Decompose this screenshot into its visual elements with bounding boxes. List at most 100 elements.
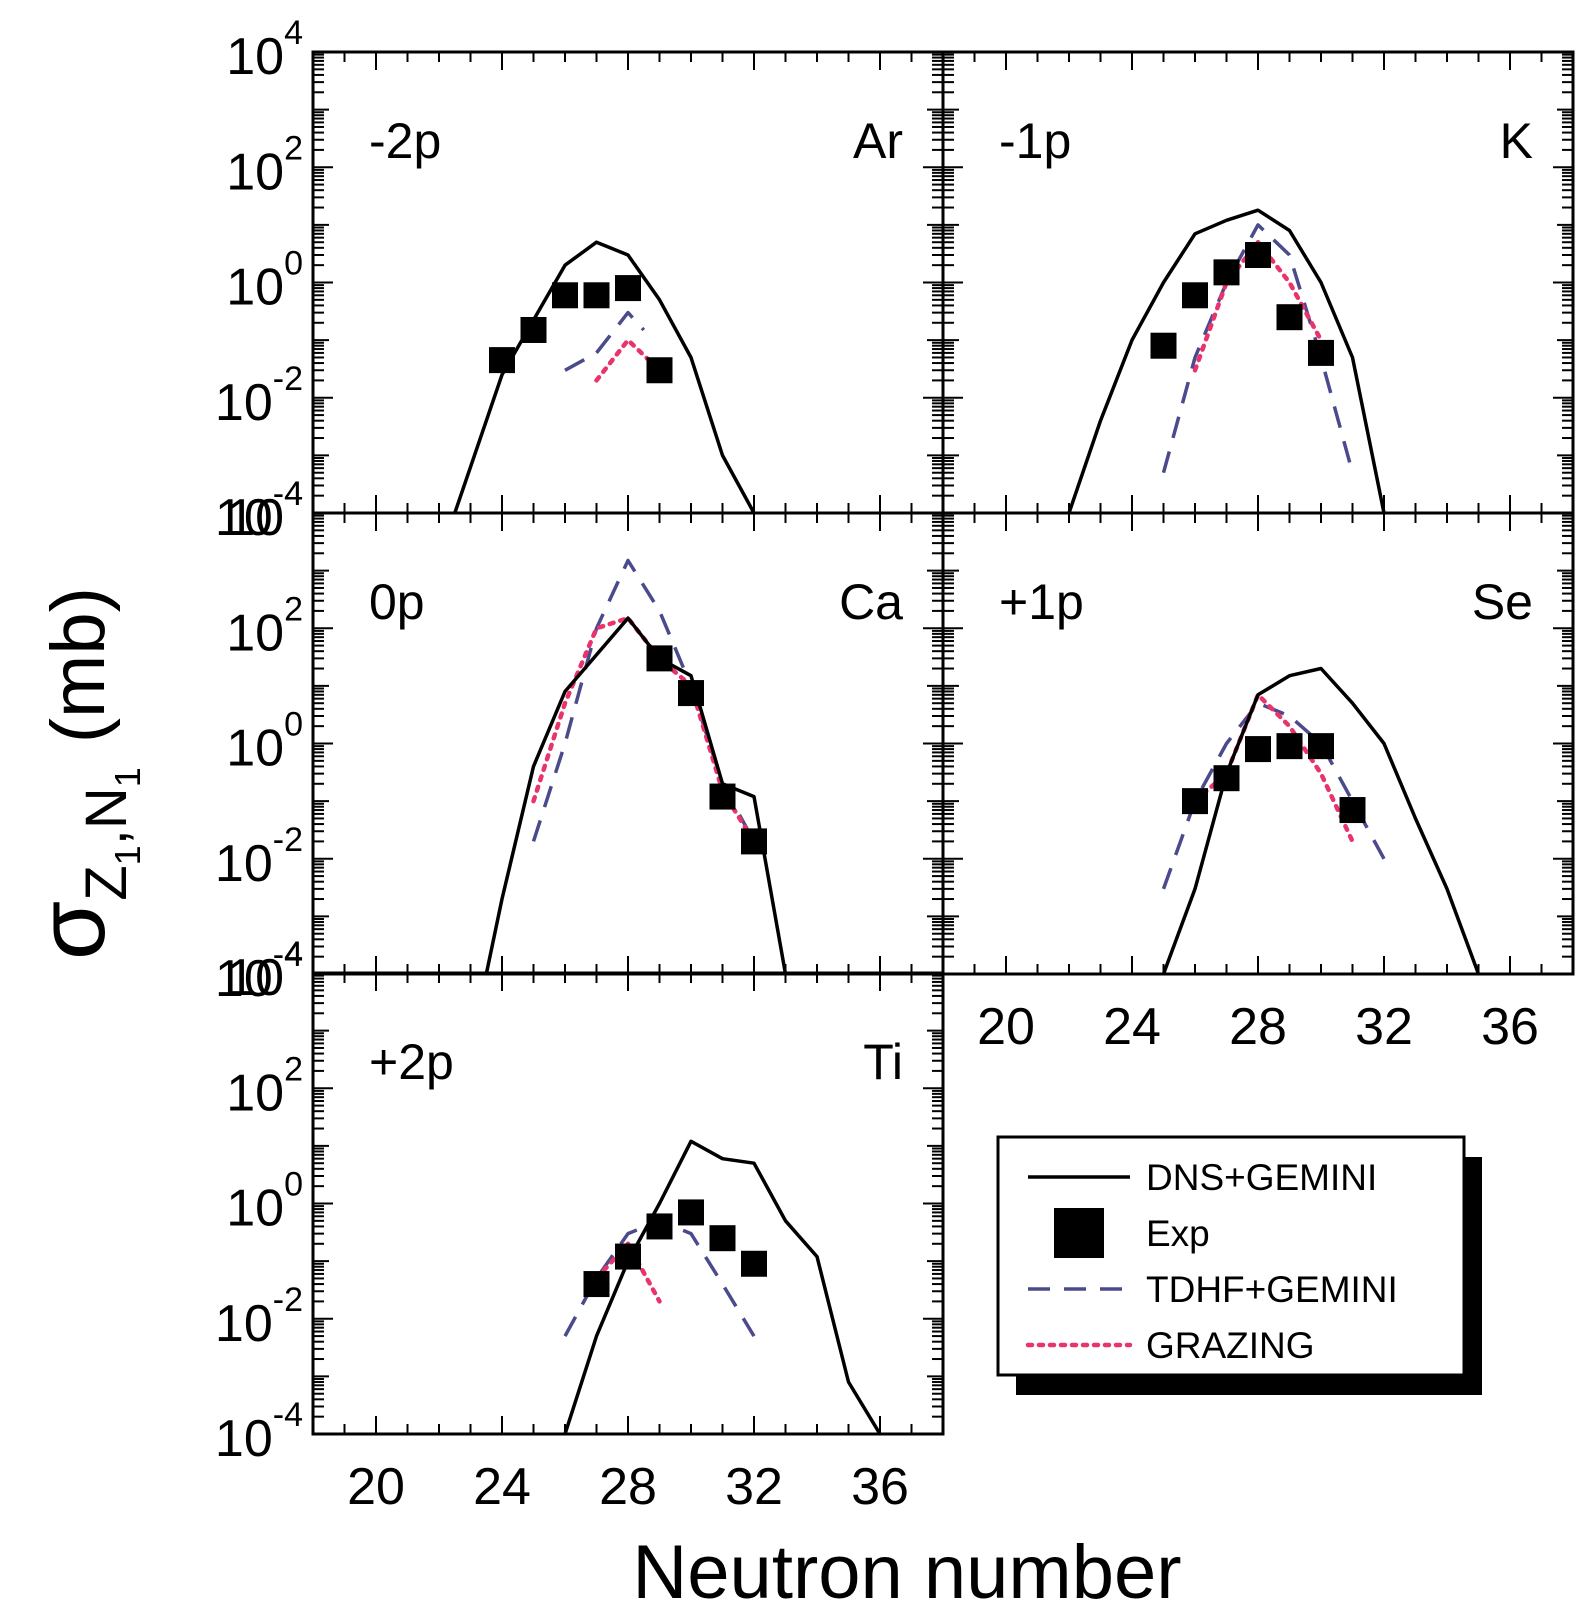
panel-element-label: Ar: [853, 113, 903, 169]
legend-label: TDHF+GEMINI: [1146, 1269, 1398, 1310]
x-tick-label: 32: [725, 1458, 783, 1516]
y-tick-base: 10: [226, 1064, 284, 1122]
y-tick-label: 100: [226, 245, 303, 317]
series-dns-line: [1067, 208, 1386, 513]
panel-k: -1p K: [941, 50, 1575, 515]
exp-point: [520, 316, 547, 343]
exp-point: [741, 828, 767, 855]
y-tick-exponent: 0: [284, 245, 303, 283]
y-tick-label: 10-2: [215, 360, 303, 432]
x-tick-label: 36: [1481, 998, 1539, 1056]
y-axis-unit: (mb): [36, 587, 121, 743]
y-tick-base: 10: [226, 720, 284, 778]
y-axis-subscript: Z: [74, 865, 139, 900]
exp-point: [646, 1213, 673, 1240]
y-tick-exponent: 2: [284, 1050, 303, 1088]
y-tick-base: 10: [215, 950, 273, 1008]
panel-series: [1067, 208, 1386, 513]
exp-point: [1276, 733, 1303, 760]
svg-text:σZ1,N1(mb): σZ1,N1(mb): [18, 587, 148, 960]
panel-ticks: [942, 52, 1574, 514]
panel-element-label: K: [1500, 113, 1533, 169]
y-tick-label: 104: [226, 14, 303, 86]
exp-point: [678, 1199, 704, 1226]
y-tick-exponent: -2: [273, 821, 303, 859]
y-tick-base: 10: [215, 489, 273, 547]
exp-point: [1213, 765, 1240, 792]
x-tick-label: 24: [1103, 998, 1161, 1056]
panel-ticks: [942, 513, 1574, 975]
legend-label: Exp: [1146, 1213, 1210, 1254]
legend-label: DNS+GEMINI: [1146, 1157, 1377, 1198]
y-tick-base: 10: [226, 28, 284, 86]
x-tick-label: 28: [599, 1458, 657, 1516]
panel-frame: [941, 511, 1575, 976]
y-tick-exponent: -4: [273, 475, 303, 513]
exp-point: [741, 1250, 767, 1277]
y-tick-label: 100: [226, 706, 303, 778]
panel-channel-label: 0p: [369, 574, 425, 630]
y-tick-label: 104: [226, 475, 303, 547]
exp-point: [615, 275, 641, 302]
y-tick-label: 10-4: [215, 475, 303, 547]
y-tick-label: 100: [226, 1166, 303, 1238]
y-tick-exponent: 0: [284, 706, 303, 744]
y-tick-exponent: 4: [284, 14, 303, 52]
exp-point: [615, 1243, 641, 1270]
y-tick-exponent: -4: [273, 936, 303, 974]
exp-point: [583, 1271, 610, 1298]
series-dns-line: [563, 1139, 882, 1434]
exp-point: [1245, 736, 1271, 763]
y-tick-base: 10: [215, 1410, 273, 1468]
exp-point: [1308, 339, 1334, 366]
y-axis-symbol: σ: [18, 901, 125, 960]
exp-point: [1339, 797, 1366, 824]
exp-point: [1213, 259, 1240, 286]
panel-series: [563, 1139, 882, 1434]
x-tick-label: 24: [473, 1458, 531, 1516]
y-tick-base: 10: [226, 143, 284, 201]
x-axis-title: Neutron number: [632, 1530, 1181, 1611]
panel-series: [453, 240, 756, 513]
x-tick-label: 28: [1229, 998, 1287, 1056]
y-axis-title: σZ1,N1(mb): [18, 587, 148, 960]
y-axis-subsub1: 1: [107, 845, 148, 865]
y-tick-label: 10-2: [215, 821, 303, 893]
panel-element-label: Ca: [839, 574, 903, 630]
y-tick-exponent: 4: [284, 935, 303, 973]
y-tick-exponent: 2: [284, 590, 303, 628]
x-tick-label: 36: [851, 1458, 909, 1516]
exp-point: [709, 1225, 736, 1252]
exp-point: [678, 680, 704, 707]
exp-point: [646, 645, 673, 672]
exp-point: [646, 357, 673, 384]
y-tick-base: 10: [226, 1180, 284, 1238]
y-tick-exponent: -2: [273, 1281, 303, 1319]
panel-ti: +2p Ti: [311, 971, 945, 1436]
exp-point: [1182, 788, 1208, 815]
panel-series: [484, 558, 788, 974]
y-tick-base: 10: [215, 835, 273, 893]
y-tick-label: 102: [226, 129, 303, 201]
y-tick-exponent: -4: [273, 1396, 303, 1434]
y-tick-label: 10-4: [215, 1396, 303, 1468]
y-tick-exponent: -2: [273, 360, 303, 398]
y-tick-base: 10: [226, 259, 284, 317]
legend: DNS+GEMINI Exp TDHF+GEMINI GRAZING: [996, 1135, 1482, 1395]
y-tick-base: 10: [226, 489, 284, 547]
exp-point: [1182, 282, 1208, 309]
series-dns-line: [1161, 666, 1481, 974]
y-axis-subsub2: 1: [107, 767, 148, 787]
panel-ca: 0p Ca: [311, 511, 945, 976]
panel-channel-label: +2p: [369, 1034, 454, 1090]
legend-label: GRAZING: [1146, 1325, 1315, 1366]
exp-point: [1276, 304, 1303, 331]
panel-ar: -2p Ar: [311, 50, 945, 515]
panel-element-label: Se: [1472, 574, 1533, 630]
exp-point: [489, 347, 515, 374]
panel-series: [1161, 666, 1481, 974]
exp-point: [583, 282, 610, 309]
x-tick-label: 20: [347, 1458, 405, 1516]
panel-channel-label: -2p: [369, 113, 441, 169]
